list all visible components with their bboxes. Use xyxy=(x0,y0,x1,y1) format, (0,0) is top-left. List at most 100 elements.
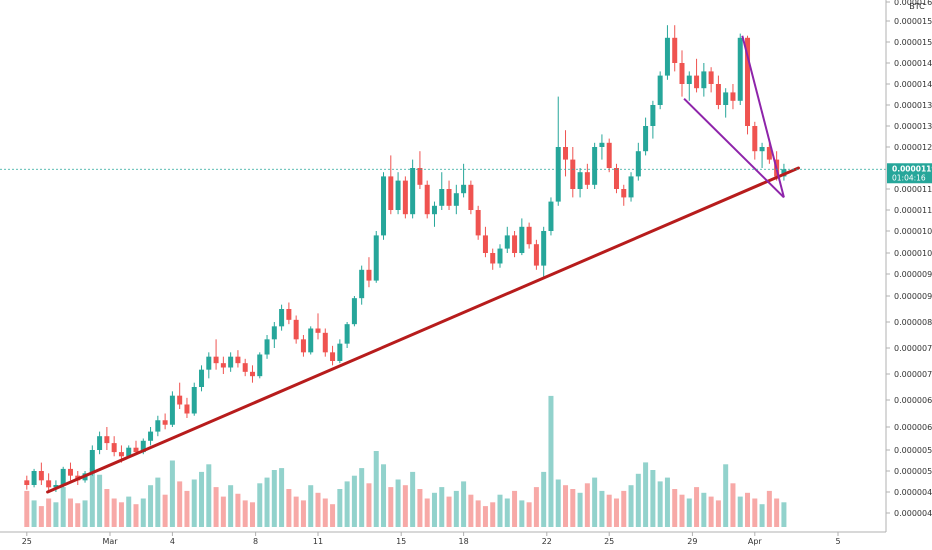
candle-body xyxy=(497,248,503,264)
candle-body xyxy=(453,193,459,206)
volume-bar xyxy=(402,485,408,527)
candle xyxy=(563,130,569,177)
volume-bar xyxy=(337,489,343,527)
candle-body xyxy=(206,356,212,370)
candle-body xyxy=(504,235,510,249)
candle xyxy=(737,33,743,105)
candle-body xyxy=(737,37,743,101)
candle xyxy=(613,163,619,194)
volume-bar xyxy=(293,496,299,527)
candle xyxy=(730,84,736,110)
volume-bar xyxy=(461,481,467,527)
volume-bar xyxy=(475,500,481,527)
candle xyxy=(439,172,445,210)
candle xyxy=(24,475,30,490)
volume-bar xyxy=(672,489,678,527)
price-axis[interactable]: BTC 0.00001600 0.00001550 0.00001500 0.0000… xyxy=(886,0,932,518)
volume-bar xyxy=(330,504,336,527)
candle xyxy=(366,257,372,288)
volume-bar xyxy=(781,502,787,527)
volume-bar xyxy=(104,489,110,527)
wedge-lower-line[interactable] xyxy=(683,97,785,199)
candle xyxy=(104,427,110,450)
candle-body xyxy=(417,168,423,185)
time-tick-label: 15 xyxy=(396,537,406,546)
volume-bar xyxy=(628,485,634,527)
volume-bar xyxy=(169,460,175,527)
candle xyxy=(264,335,270,359)
candle xyxy=(220,356,226,374)
volume-bar xyxy=(497,494,503,527)
candle-body xyxy=(482,235,488,253)
candle-body xyxy=(592,147,598,185)
candle xyxy=(315,313,321,340)
time-axis[interactable]: 25 Mar 4 8 11 15 18 22 25 29 Apr 5 xyxy=(22,532,841,546)
candle-body xyxy=(351,298,357,325)
candle-body xyxy=(279,309,285,327)
volume-bar xyxy=(286,489,292,527)
candle xyxy=(541,226,547,279)
volume-bar xyxy=(351,475,357,527)
candle-body xyxy=(366,269,372,281)
candle xyxy=(592,142,598,189)
volume-bar xyxy=(490,502,496,527)
candle xyxy=(257,352,263,379)
candle-body xyxy=(169,395,175,425)
candle-body xyxy=(235,356,241,364)
candle-body xyxy=(512,235,518,253)
candle-body xyxy=(541,231,547,266)
candle xyxy=(249,365,255,383)
candle-body xyxy=(271,326,277,340)
candle-body xyxy=(563,147,569,160)
volume-bar xyxy=(126,496,132,527)
candle-body xyxy=(60,468,66,485)
candle-body xyxy=(621,189,627,198)
candle xyxy=(148,427,154,446)
candle-body xyxy=(402,180,408,215)
candle-body xyxy=(439,189,445,206)
candle-body xyxy=(97,436,103,450)
candle xyxy=(664,25,670,80)
candle xyxy=(694,58,700,93)
candle-body xyxy=(424,184,430,215)
candle-body xyxy=(155,420,161,432)
candle-body xyxy=(410,168,416,215)
volume-bar xyxy=(766,490,772,527)
volume-bar xyxy=(191,479,197,527)
volume-bar xyxy=(111,498,117,527)
volume-bar xyxy=(504,498,510,527)
candle-body xyxy=(475,210,481,236)
volume-bar xyxy=(613,498,619,527)
candle-body xyxy=(766,147,772,160)
wedge-upper-line[interactable] xyxy=(741,35,785,198)
candle-body xyxy=(635,151,641,177)
volume-bar xyxy=(148,485,154,527)
time-tick-label: 29 xyxy=(687,537,697,546)
candle-body xyxy=(526,226,532,245)
volume-bar xyxy=(89,468,95,527)
candle xyxy=(133,440,139,455)
volume-bar xyxy=(177,481,183,527)
candle xyxy=(271,322,277,348)
volume-bar xyxy=(512,490,518,527)
volume-bar xyxy=(482,506,488,527)
volume-bar xyxy=(155,477,161,527)
candle xyxy=(286,302,292,325)
candle xyxy=(111,436,117,457)
volume-bar xyxy=(752,498,758,527)
candle-body xyxy=(53,485,59,488)
candle xyxy=(337,339,343,364)
volume-bar xyxy=(271,470,277,527)
support-trendline[interactable] xyxy=(46,166,800,494)
candle-body xyxy=(759,147,765,152)
candle-body xyxy=(533,244,539,266)
candle xyxy=(628,172,634,202)
candle-body xyxy=(548,201,554,231)
candle-body xyxy=(177,395,183,405)
volume-bar xyxy=(410,471,416,527)
candle-body xyxy=(657,75,663,105)
candle xyxy=(723,88,729,118)
candle xyxy=(482,226,488,258)
volume-bar xyxy=(730,483,736,527)
